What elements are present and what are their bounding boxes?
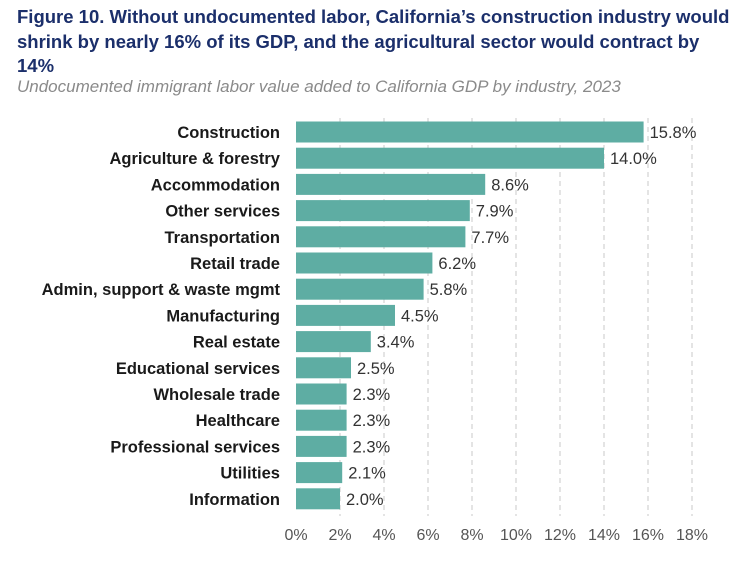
x-tick-label: 16% [632, 527, 664, 544]
bar [296, 435, 347, 457]
x-tick-label: 14% [588, 527, 620, 544]
bar [296, 331, 371, 353]
bar [296, 252, 433, 274]
figure-subtitle: Undocumented immigrant labor value added… [17, 77, 621, 96]
bar [296, 173, 486, 195]
bar [296, 226, 466, 248]
value-label: 8.6% [491, 176, 529, 194]
bar [296, 278, 424, 300]
x-axis-ticks: 0% 2% 4% 6% 8% 10% 12% 14% 16% 18% [284, 527, 708, 544]
category-label: Manufacturing [166, 307, 280, 325]
bar [296, 488, 340, 510]
bar [296, 409, 347, 431]
x-tick-label: 12% [544, 527, 576, 544]
category-label: Accommodation [151, 176, 280, 194]
value-label: 5.8% [430, 281, 468, 299]
x-tick-label: 2% [328, 527, 351, 544]
value-label: 3.4% [377, 334, 415, 352]
category-label: Retail trade [190, 255, 280, 273]
category-label: Healthcare [196, 412, 280, 430]
category-labels: Construction Agriculture & forestry Accomm… [42, 124, 281, 509]
value-label: 4.5% [401, 307, 439, 325]
category-label: Transportation [164, 229, 280, 247]
category-label: Real estate [193, 334, 280, 352]
value-label: 7.9% [476, 203, 514, 221]
value-label: 14.0% [610, 150, 657, 168]
category-label: Agriculture & forestry [109, 150, 280, 168]
value-label: 15.8% [650, 124, 697, 142]
value-label: 2.5% [357, 360, 395, 378]
x-tick-label: 10% [500, 527, 532, 544]
value-labels: 15.8% 14.0% 8.6% 7.9% 7.7% 6.2% 5.8% 4.5% 3.4% 2.… [346, 124, 697, 509]
value-label: 2.3% [353, 386, 391, 404]
x-tick-label: 8% [460, 527, 483, 544]
bar [296, 304, 395, 326]
category-label: Construction [177, 124, 280, 142]
bar [296, 462, 343, 484]
value-label: 2.3% [353, 412, 391, 430]
value-label: 7.7% [471, 229, 509, 247]
x-tick-label: 4% [372, 527, 395, 544]
category-label: Information [189, 491, 280, 509]
x-tick-label: 0% [284, 527, 307, 544]
bars [296, 121, 644, 510]
bar [296, 357, 351, 379]
figure-title: Figure 10. Without undocumented labor, C… [17, 6, 730, 76]
value-label: 2.0% [346, 491, 384, 509]
category-label: Professional services [110, 438, 280, 456]
category-label: Admin, support & waste mgmt [42, 281, 281, 299]
value-label: 2.1% [348, 465, 386, 483]
x-tick-label: 18% [676, 527, 708, 544]
value-label: 6.2% [438, 255, 476, 273]
category-label: Wholesale trade [153, 386, 280, 404]
bar [296, 383, 347, 405]
category-label: Educational services [116, 360, 280, 378]
x-tick-label: 6% [416, 527, 439, 544]
category-label: Utilities [220, 465, 280, 483]
value-label: 2.3% [353, 438, 391, 456]
bar [296, 147, 604, 169]
category-label: Other services [165, 203, 280, 221]
bar [296, 121, 644, 143]
bar [296, 200, 470, 222]
